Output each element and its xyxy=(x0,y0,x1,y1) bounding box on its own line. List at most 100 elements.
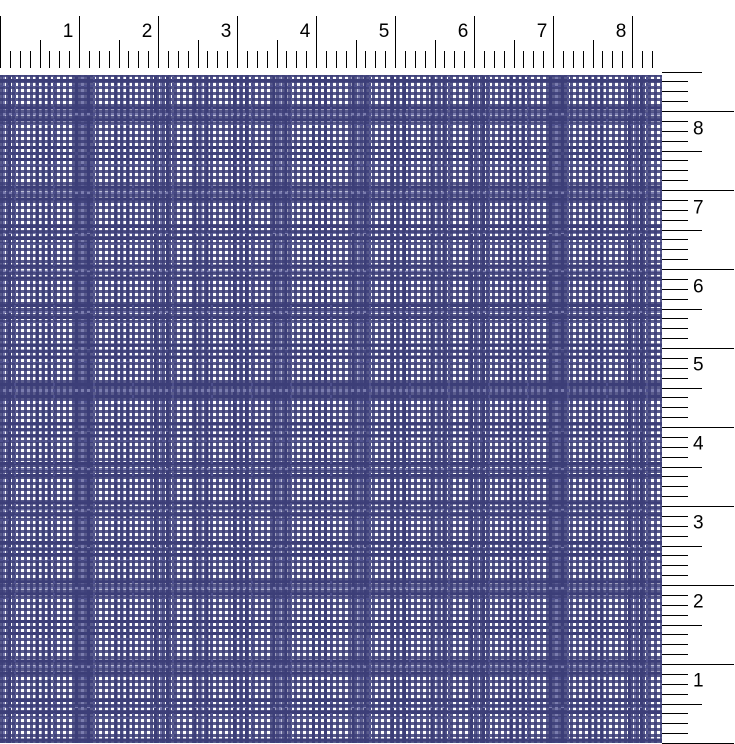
horizontal-ruler-tick-minor xyxy=(335,51,337,68)
horizontal-ruler-tick-minor xyxy=(98,51,100,68)
horizontal-ruler-tick-minor xyxy=(641,51,643,68)
horizontal-ruler-label: 2 xyxy=(141,21,153,42)
vertical-ruler-tick-minor xyxy=(662,535,688,537)
vertical-ruler-label: 2 xyxy=(693,591,704,613)
horizontal-ruler-tick-major xyxy=(553,16,554,68)
vertical-ruler-tick-minor xyxy=(662,525,688,527)
fabric-swatch xyxy=(0,75,662,743)
horizontal-ruler-tick-minor xyxy=(108,51,110,68)
horizontal-ruler-tick-minor xyxy=(365,51,367,68)
horizontal-ruler-tick-half xyxy=(355,40,357,68)
vertical-ruler-tick-half xyxy=(662,150,702,152)
vertical-ruler-tick-minor xyxy=(662,713,688,715)
horizontal-ruler-tick-minor xyxy=(622,51,624,68)
horizontal-ruler: 1 2 3 4 5 6 7 8 xyxy=(0,0,662,75)
vertical-ruler-label: 1 xyxy=(693,670,704,692)
horizontal-ruler-tick-minor xyxy=(345,51,347,68)
vertical-ruler-label: 6 xyxy=(693,276,704,298)
vertical-ruler-tick-minor xyxy=(662,328,688,330)
horizontal-ruler-label: 5 xyxy=(378,21,390,42)
vertical-ruler-tick-minor xyxy=(662,367,688,369)
horizontal-ruler-tick-minor xyxy=(148,51,150,68)
horizontal-ruler-tick-minor xyxy=(602,51,604,68)
horizontal-ruler-tick-minor xyxy=(543,51,545,68)
vertical-ruler-tick-minor xyxy=(662,446,688,448)
vertical-ruler-tick-minor xyxy=(662,91,688,93)
horizontal-ruler-tick-minor xyxy=(306,51,308,68)
vertical-ruler-label: 7 xyxy=(693,197,704,219)
horizontal-ruler-tick-minor xyxy=(49,51,51,68)
horizontal-ruler-tick-half xyxy=(197,40,199,68)
vertical-ruler-tick-minor xyxy=(662,407,688,409)
horizontal-ruler-label: 7 xyxy=(536,21,548,42)
horizontal-ruler-tick-minor xyxy=(375,51,377,68)
horizontal-ruler-tick-half xyxy=(118,40,120,68)
horizontal-ruler-label: 6 xyxy=(457,21,469,42)
vertical-ruler-tick-minor xyxy=(662,318,688,320)
vertical-ruler-tick-minor xyxy=(662,101,688,103)
vertical-ruler-tick-minor xyxy=(662,338,688,340)
vertical-ruler-tick-minor xyxy=(662,180,688,182)
horizontal-ruler-tick-minor xyxy=(385,51,387,68)
vertical-ruler-label: 8 xyxy=(693,118,704,140)
vertical-ruler-tick-minor xyxy=(662,456,688,458)
horizontal-ruler-tick-minor xyxy=(167,51,169,68)
vertical-ruler-tick-minor xyxy=(662,614,688,616)
vertical-ruler-tick-minor xyxy=(662,575,688,577)
horizontal-ruler-tick-minor xyxy=(414,51,416,68)
horizontal-ruler-tick-minor xyxy=(227,51,229,68)
vertical-ruler-tick-minor xyxy=(662,693,688,695)
vertical-ruler-tick-minor xyxy=(662,288,688,290)
horizontal-ruler-tick-minor xyxy=(493,51,495,68)
vertical-ruler-tick-half xyxy=(662,308,702,310)
horizontal-ruler-tick-minor xyxy=(246,51,248,68)
horizontal-ruler-tick-major xyxy=(0,16,1,68)
horizontal-ruler-tick-minor xyxy=(296,51,298,68)
vertical-ruler-label: 4 xyxy=(693,433,704,455)
vertical-ruler-tick-half xyxy=(662,624,702,626)
horizontal-ruler-tick-minor xyxy=(651,51,653,68)
horizontal-ruler-tick-minor xyxy=(19,51,21,68)
horizontal-ruler-tick-minor xyxy=(29,51,31,68)
horizontal-ruler-tick-minor xyxy=(582,51,584,68)
horizontal-ruler-tick-major xyxy=(158,16,159,68)
vertical-ruler-tick-minor xyxy=(662,733,688,735)
vertical-ruler-tick-minor xyxy=(662,496,688,498)
vertical-ruler-label: 5 xyxy=(693,354,704,376)
vertical-ruler-tick-minor xyxy=(662,594,688,596)
horizontal-ruler-tick-minor xyxy=(177,51,179,68)
vertical-ruler-tick-minor xyxy=(662,673,688,675)
horizontal-ruler-tick-major xyxy=(237,16,238,68)
horizontal-ruler-tick-minor xyxy=(572,51,574,68)
vertical-ruler-tick-minor xyxy=(662,377,688,379)
vertical-ruler-tick-minor xyxy=(662,644,688,646)
horizontal-ruler-tick-minor xyxy=(325,51,327,68)
vertical-ruler-tick-minor xyxy=(662,160,688,162)
horizontal-ruler-label: 3 xyxy=(220,21,232,42)
horizontal-ruler-tick-half xyxy=(513,40,515,68)
vertical-ruler-tick-minor xyxy=(662,130,688,132)
vertical-ruler-tick-half xyxy=(662,703,702,705)
vertical-ruler-tick-major xyxy=(662,348,734,349)
horizontal-ruler-tick-minor xyxy=(483,51,485,68)
vertical-ruler-tick-minor xyxy=(662,199,688,201)
horizontal-ruler-tick-minor xyxy=(464,51,466,68)
vertical-ruler-tick-minor xyxy=(662,120,688,122)
horizontal-ruler-tick-minor xyxy=(217,51,219,68)
horizontal-ruler-tick-minor xyxy=(69,51,71,68)
horizontal-ruler-tick-minor xyxy=(138,51,140,68)
horizontal-ruler-tick-minor xyxy=(59,51,61,68)
vertical-ruler-tick-major xyxy=(662,269,734,270)
horizontal-ruler-tick-minor xyxy=(128,51,130,68)
horizontal-ruler-tick-minor xyxy=(503,51,505,68)
vertical-ruler-tick-minor xyxy=(662,249,688,251)
horizontal-ruler-tick-minor xyxy=(424,51,426,68)
vertical-ruler-tick-minor xyxy=(662,436,688,438)
ruler-corner-blank xyxy=(662,0,735,58)
horizontal-ruler-label: 8 xyxy=(615,21,627,42)
vertical-ruler-tick-minor xyxy=(662,634,688,636)
vertical-ruler-tick-half xyxy=(662,545,702,547)
horizontal-ruler-tick-major xyxy=(474,16,475,68)
vertical-ruler-tick-major xyxy=(662,664,734,665)
